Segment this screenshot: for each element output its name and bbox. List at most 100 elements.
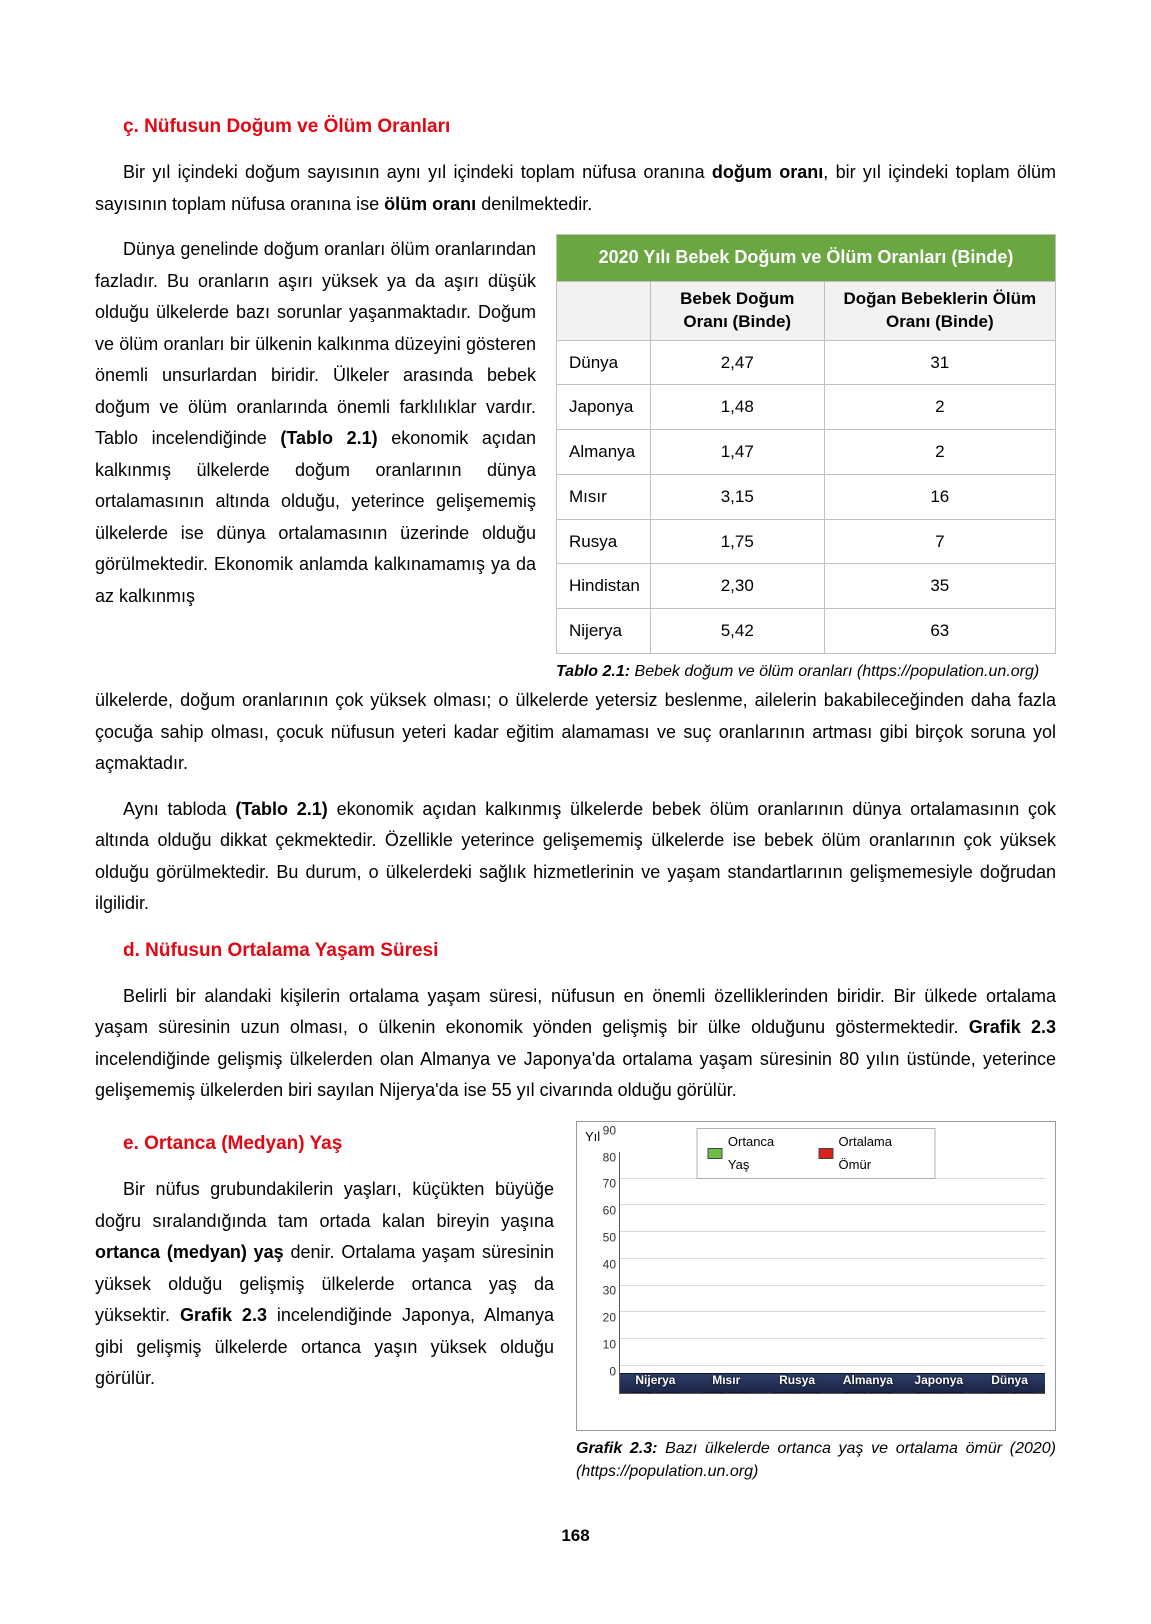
caption-label: Grafik 2.3: [576, 1440, 658, 1457]
lower-two-column: e. Ortanca (Medyan) Yaş Bir nüfus grubun… [95, 1121, 1056, 1483]
cell: 2 [824, 430, 1055, 475]
heading-d: d. Nüfusun Ortalama Yaşam Süresi [95, 934, 1056, 967]
x-label: Almanya [843, 1370, 893, 1391]
caption-label: Tablo 2.1: [556, 663, 630, 680]
y-tick: 10 [588, 1335, 616, 1356]
chart-legend: Ortanca Yaş Ortalama Ömür [697, 1128, 936, 1180]
table-2-1: 2020 Yılı Bebek Doğum ve Ölüm Oranları (… [556, 234, 1056, 683]
cell: 16 [824, 474, 1055, 519]
y-tick: 50 [588, 1227, 616, 1248]
x-label: Japonya [914, 1370, 963, 1391]
cell: 31 [824, 340, 1055, 385]
category-group: Mısır [698, 1392, 755, 1393]
bar-median [915, 1392, 937, 1393]
table-row: Rusya1,757 [557, 519, 1056, 564]
x-label: Nijerya [635, 1370, 675, 1391]
table-caption: Tablo 2.1: Bebek doğum ve ölüm oranları … [556, 660, 1056, 683]
left-text-column: Dünya genelinde doğum oranları ölüm oran… [95, 234, 536, 683]
chart-floor [620, 1373, 1045, 1393]
cell: 3,15 [650, 474, 824, 519]
y-tick: 30 [588, 1281, 616, 1302]
table-row: Almanya1,472 [557, 430, 1056, 475]
heading-e: e. Ortanca (Medyan) Yaş [95, 1127, 554, 1160]
paragraph-1: Bir yıl içindeki doğum sayısının aynı yı… [95, 157, 1056, 220]
y-tick: 40 [588, 1254, 616, 1275]
bar-median [773, 1392, 795, 1393]
bar-life [799, 1392, 821, 1393]
bar-median [986, 1392, 1008, 1393]
text: Bir nüfus grubundakilerin yaşları, küçük… [95, 1179, 554, 1231]
cell: 2 [824, 385, 1055, 430]
text: ekonomik açıdan kalkınmış ülkelerde doğu… [95, 428, 536, 606]
text: incelendiğinde gelişmiş ülkelerden olan … [95, 1049, 1056, 1101]
text: denilmektedir. [476, 194, 592, 214]
bar-life [728, 1392, 750, 1393]
legend-label: Ortanca Yaş [728, 1131, 796, 1177]
category-group: Japonya [910, 1392, 967, 1393]
bar-life [941, 1392, 963, 1393]
gridline [620, 1365, 1045, 1366]
y-tick: 90 [588, 1120, 616, 1141]
swatch-green-icon [708, 1148, 723, 1159]
ref-tablo-2-1: (Tablo 2.1) [235, 799, 327, 819]
cell: 1,48 [650, 385, 824, 430]
paragraph-4: Aynı tabloda (Tablo 2.1) ekonomik açıdan… [95, 794, 1056, 920]
gridline [620, 1311, 1045, 1312]
x-label: Mısır [712, 1370, 740, 1391]
table-corner [557, 281, 651, 340]
cell: 35 [824, 564, 1055, 609]
page-number: 168 [95, 1521, 1056, 1551]
row-label: Mısır [557, 474, 651, 519]
gridline [620, 1204, 1045, 1205]
text: Bir yıl içindeki doğum sayısının aynı yı… [123, 162, 712, 182]
chart-caption: Grafik 2.3: Bazı ülkelerde ortanca yaş v… [576, 1437, 1056, 1483]
table-row: Nijerya5,4263 [557, 609, 1056, 654]
paragraph-2-part: Dünya genelinde doğum oranları ölüm oran… [95, 234, 536, 612]
category-group: Almanya [840, 1392, 897, 1393]
cell: 7 [824, 519, 1055, 564]
right-table-column: 2020 Yılı Bebek Doğum ve Ölüm Oranları (… [556, 234, 1056, 683]
chart-2-3: Yıl Ortanca Yaş Ortalama Ömür 0102030405… [576, 1121, 1056, 1431]
table-row: Dünya2,4731 [557, 340, 1056, 385]
row-label: Japonya [557, 385, 651, 430]
legend-item-median: Ortanca Yaş [708, 1131, 797, 1177]
y-tick: 80 [588, 1147, 616, 1168]
gridline [620, 1231, 1045, 1232]
cell: 1,47 [650, 430, 824, 475]
table-row: Mısır3,1516 [557, 474, 1056, 519]
cell: 2,47 [650, 340, 824, 385]
ref-tablo-2-1: (Tablo 2.1) [280, 428, 377, 448]
row-label: Dünya [557, 340, 651, 385]
category-group: Dünya [981, 1392, 1038, 1393]
table-col-1: Bebek Doğum Oranı (Binde) [650, 281, 824, 340]
row-label: Rusya [557, 519, 651, 564]
heading-c: ç. Nüfusun Doğum ve Ölüm Oranları [95, 110, 1056, 143]
table-row: Hindistan2,3035 [557, 564, 1056, 609]
ref-grafik-2-3: Grafik 2.3 [969, 1017, 1056, 1037]
plot-area: 0102030405060708090NijeryaMısırRusyaAlma… [619, 1152, 1045, 1394]
cell: 1,75 [650, 519, 824, 564]
term-ortanca-yas: ortanca (medyan) yaş [95, 1242, 284, 1262]
cell: 63 [824, 609, 1055, 654]
y-tick: 0 [588, 1361, 616, 1382]
swatch-red-icon [818, 1148, 833, 1159]
table-row: Japonya1,482 [557, 385, 1056, 430]
bar-median [631, 1392, 653, 1393]
bar-median [702, 1392, 724, 1393]
y-tick: 20 [588, 1308, 616, 1329]
gridline [620, 1338, 1045, 1339]
term-olum-orani: ölüm oranı [384, 194, 476, 214]
text: Dünya genelinde doğum oranları ölüm oran… [95, 239, 536, 448]
text: Belirli bir alandaki kişilerin ortalama … [95, 986, 1056, 1038]
row-label: Almanya [557, 430, 651, 475]
paragraph-6: Bir nüfus grubundakilerin yaşları, küçük… [95, 1174, 554, 1395]
category-group: Nijerya [627, 1392, 684, 1393]
legend-label: Ortalama Ömür [839, 1131, 925, 1177]
cell: 2,30 [650, 564, 824, 609]
table-col-2: Doğan Bebeklerin Ölüm Oranı (Binde) [824, 281, 1055, 340]
y-tick: 70 [588, 1174, 616, 1195]
x-label: Rusya [779, 1370, 815, 1391]
legend-item-life: Ortalama Ömür [818, 1131, 924, 1177]
text: Aynı tabloda [123, 799, 235, 819]
term-dogum-orani: doğum oranı [712, 162, 823, 182]
